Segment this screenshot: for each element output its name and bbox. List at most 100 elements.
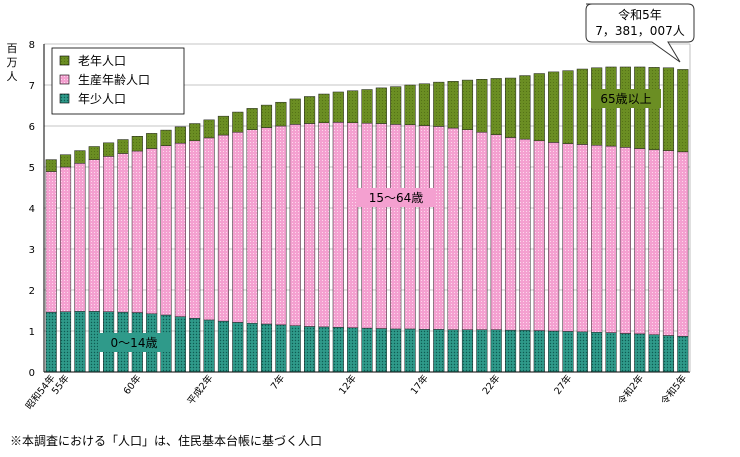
bar-segment: [347, 122, 359, 328]
bar-segment: [260, 127, 273, 325]
y-unit-char-3: 人: [7, 70, 18, 83]
bar-segment: [548, 330, 560, 373]
bar-segment: [217, 115, 230, 136]
legend-swatch: [59, 55, 70, 66]
bar-segment: [418, 329, 430, 373]
annotations: 65歳以上 15〜64歳 0〜14歳: [98, 89, 661, 352]
bar-segment: [504, 137, 517, 331]
bar-segment: [519, 329, 531, 373]
bar-segment: [605, 145, 617, 333]
x-tick-label: 27年: [552, 372, 575, 397]
annotation-bg: [591, 89, 661, 108]
y-tick-label: 4: [29, 204, 35, 215]
bar-segment: [318, 122, 330, 328]
bar-segment: [217, 320, 230, 373]
bar-segment: [45, 171, 57, 313]
bar-segment: [146, 133, 158, 149]
bar-segment: [476, 79, 488, 133]
bar-segment: [619, 147, 631, 334]
x-tick-label: 令和5年: [658, 372, 689, 407]
bar-segment: [189, 318, 201, 373]
callout-line-1: 令和5年: [618, 7, 662, 22]
annotation-label: 0〜14歳: [111, 336, 158, 350]
bar-segment: [677, 69, 689, 153]
bar-segment: [562, 143, 574, 332]
x-tick-label: 60年: [121, 372, 144, 397]
legend-box: [51, 47, 185, 115]
x-tick-label: 17年: [408, 372, 431, 397]
y-tick-label: 7: [29, 81, 35, 92]
callout: 令和5年 7，381，007人: [585, 3, 695, 63]
bar-segment: [361, 327, 373, 373]
bar-segment: [289, 325, 301, 373]
bar-segment: [533, 140, 545, 331]
bar-segment: [160, 145, 172, 316]
y-tick-label: 3: [29, 245, 35, 256]
bar-segment: [260, 104, 273, 128]
bar-segment: [232, 322, 244, 373]
bar-segment: [662, 150, 675, 336]
bar-segment: [332, 122, 344, 328]
bar-segment: [361, 122, 373, 329]
bar-segment: [404, 84, 416, 126]
x-tick-label: 令和2年: [615, 372, 646, 407]
bar-segment: [605, 332, 617, 373]
bar-segment: [490, 329, 502, 373]
bar-segment: [117, 139, 129, 154]
bar-segment: [260, 323, 273, 373]
bar-segment: [103, 142, 115, 157]
bar-segment: [490, 134, 502, 331]
y-unit-char-1: 百: [7, 42, 18, 55]
bar-segment: [45, 159, 57, 172]
bar-segment: [375, 87, 387, 124]
annotation-label: 65歳以上: [600, 92, 651, 106]
bar-segment: [203, 119, 215, 139]
bar-segment: [619, 333, 631, 373]
legend-swatch: [59, 93, 70, 104]
annotation-label: 15〜64歳: [369, 191, 424, 205]
bar-segment: [131, 136, 143, 152]
legend-label: 生産年齢人口: [78, 72, 150, 87]
bar-segment: [390, 328, 402, 373]
bar-segment: [217, 134, 230, 322]
x-tick-label: 22年: [480, 372, 503, 397]
bar-segment: [174, 142, 186, 317]
bar-segment: [634, 333, 646, 373]
bar-segment: [404, 124, 416, 330]
legend-label: 老年人口: [78, 54, 126, 68]
bar-segment: [117, 153, 129, 313]
bar-segment: [662, 335, 675, 373]
bar-segment: [461, 79, 474, 130]
bar-segment: [418, 83, 430, 126]
bar-segment: [189, 140, 201, 319]
bar-segment: [332, 91, 344, 123]
bar-segment: [232, 111, 244, 133]
y-tick-label: 8: [29, 40, 35, 51]
legend-label: 年少人口: [78, 92, 126, 106]
bar-segment: [160, 129, 172, 146]
bars: [45, 66, 689, 373]
bar-segment: [332, 327, 344, 373]
bar-segment: [246, 108, 258, 130]
bar-segment: [289, 98, 301, 125]
bar-segment: [461, 329, 474, 373]
callout-line-2: 7，381，007人: [595, 24, 684, 38]
bar-segment: [246, 129, 258, 324]
bar-segment: [433, 329, 445, 373]
bar-segment: [59, 311, 72, 373]
axes: [43, 44, 691, 373]
bar-segment: [304, 326, 316, 373]
bar-segment: [519, 75, 531, 140]
bar-segment: [232, 131, 244, 323]
y-tick-label: 6: [29, 122, 35, 133]
bar-segment: [634, 148, 646, 335]
bar-segment: [45, 311, 57, 373]
bar-segment: [591, 145, 603, 333]
bar-segment: [533, 73, 545, 142]
bar-segment: [304, 123, 316, 327]
bar-segment: [390, 124, 402, 330]
y-tick-labels: 0 1 2 3 4 5 6 7 8: [29, 40, 35, 379]
bar-segment: [548, 71, 560, 143]
bar-segment: [576, 331, 588, 373]
